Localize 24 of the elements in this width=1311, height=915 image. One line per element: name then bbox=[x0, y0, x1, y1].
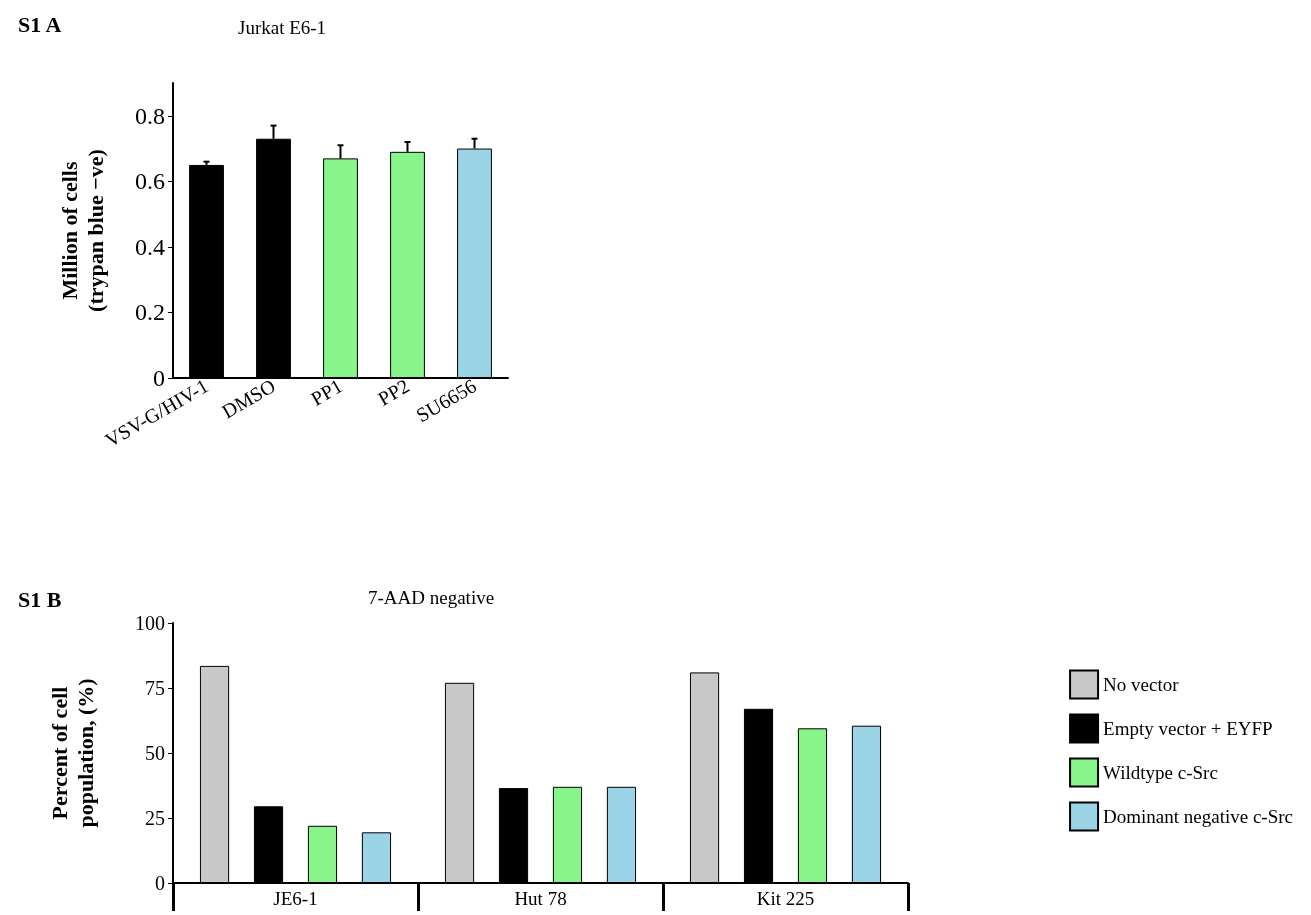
y-axis-title: Percent of cell population, (%) bbox=[46, 678, 98, 828]
x-tick-label: Kit 225 bbox=[756, 888, 815, 909]
y-tick-label: 0.8 bbox=[135, 102, 165, 129]
x-tick-label: PP1 bbox=[307, 374, 346, 410]
text: S1 B bbox=[18, 586, 62, 612]
y-tick-label: 0.6 bbox=[135, 168, 165, 195]
y-axis-title: Million of cells (trypan blue −ve) bbox=[56, 149, 108, 312]
y-tick-label: 25 bbox=[145, 807, 165, 829]
legend-label: Wildtype c-Src bbox=[1103, 762, 1218, 783]
legend-label: No vector bbox=[1103, 674, 1180, 695]
text: S1 A bbox=[18, 11, 62, 37]
y-tick-label: 0.2 bbox=[135, 299, 165, 326]
y-tick-label: 75 bbox=[145, 677, 165, 699]
x-tick-label: JE6-1 bbox=[273, 888, 318, 909]
x-tick-label: PP2 bbox=[374, 374, 413, 410]
chart-title: 7-AAD negative bbox=[368, 587, 495, 608]
legend-label: Dominant negative c-Src bbox=[1103, 806, 1293, 827]
y-tick-label: 0 bbox=[155, 872, 165, 894]
y-tick-label: 0.4 bbox=[135, 233, 165, 260]
x-tick-label: Hut 78 bbox=[514, 888, 567, 909]
y-tick-label: 100 bbox=[135, 612, 165, 634]
chart-title: Jurkat E6-1 bbox=[238, 17, 327, 38]
legend-label: Empty vector + EYFP bbox=[1103, 718, 1273, 739]
y-tick-label: 50 bbox=[145, 742, 165, 764]
